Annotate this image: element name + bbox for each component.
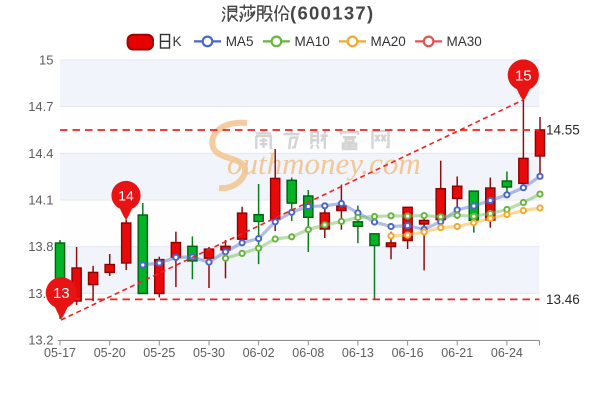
svg-text:06-21: 06-21 [441,346,473,360]
svg-text:MA10: MA10 [295,34,330,49]
svg-text:(600137): (600137) [290,3,374,24]
svg-text:14.55: 14.55 [546,123,580,138]
svg-text:06-13: 06-13 [342,346,374,360]
svg-text:14.7: 14.7 [28,99,53,114]
svg-text:05-30: 05-30 [193,346,225,360]
svg-text:06-02: 06-02 [243,346,275,360]
svg-text:outhmoney.com: outhmoney.com [227,146,421,181]
svg-text:13.46: 13.46 [546,292,580,307]
svg-text:06-08: 06-08 [292,346,324,360]
svg-text:MA30: MA30 [447,34,482,49]
svg-text:14.1: 14.1 [28,193,53,208]
svg-text:06-24: 06-24 [491,346,523,360]
svg-text:13.8: 13.8 [28,239,53,254]
svg-text:MA5: MA5 [226,34,254,49]
svg-text:05-17: 05-17 [44,346,76,360]
svg-text:13.2: 13.2 [28,333,53,348]
svg-text:K: K [173,34,182,49]
svg-text:13: 13 [53,285,70,302]
svg-text:06-16: 06-16 [392,346,424,360]
svg-text:05-25: 05-25 [143,346,175,360]
svg-text:14: 14 [118,188,134,204]
svg-text:15: 15 [39,53,53,68]
svg-text:MA20: MA20 [371,34,406,49]
svg-text:15: 15 [515,67,532,84]
svg-text:14.4: 14.4 [28,146,53,161]
svg-text:05-20: 05-20 [94,346,126,360]
